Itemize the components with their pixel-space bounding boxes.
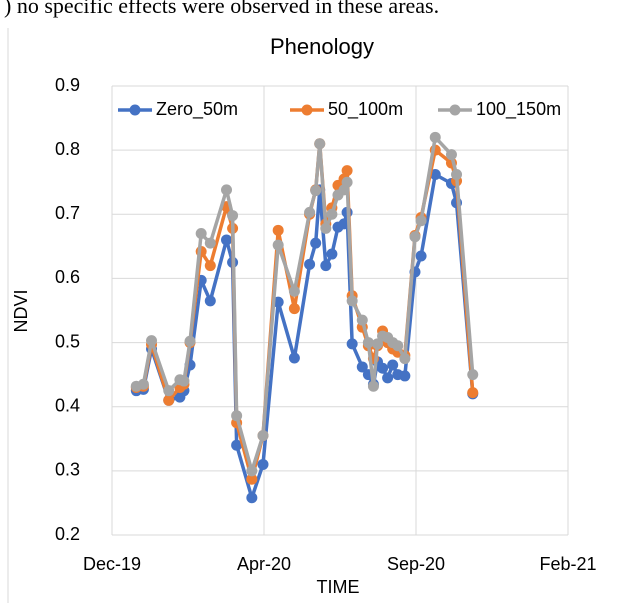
point — [204, 237, 216, 249]
point — [341, 176, 353, 188]
x-axis-label: TIME — [317, 577, 360, 597]
point — [467, 387, 479, 399]
point — [399, 370, 411, 382]
point — [221, 184, 233, 196]
point — [257, 430, 269, 442]
point — [314, 138, 326, 150]
point — [288, 303, 300, 315]
point — [467, 369, 479, 381]
series-line — [135, 135, 475, 473]
point — [326, 248, 338, 260]
y-tick-label: 0.6 — [55, 267, 80, 287]
point — [246, 492, 258, 504]
point — [392, 340, 404, 352]
point — [362, 337, 374, 349]
point — [310, 185, 322, 197]
point — [341, 165, 353, 177]
point — [195, 228, 207, 240]
point — [356, 314, 368, 326]
legend-marker — [301, 104, 313, 116]
point — [429, 131, 441, 143]
point — [146, 335, 158, 347]
point — [320, 222, 332, 234]
point — [399, 353, 411, 365]
point — [221, 234, 233, 246]
point — [338, 218, 350, 230]
point — [382, 372, 394, 384]
point — [356, 361, 368, 373]
page-text: ) no specific effects were observed in t… — [4, 0, 439, 18]
x-tick-label: Feb-21 — [539, 554, 596, 574]
point — [204, 260, 216, 272]
y-tick-label: 0.7 — [55, 203, 80, 223]
point — [272, 224, 284, 236]
point — [257, 458, 269, 470]
point — [346, 338, 358, 350]
point — [304, 258, 316, 270]
y-axis-label: NDVI — [11, 289, 31, 332]
x-tick-label: Sep-20 — [387, 554, 445, 574]
point — [304, 206, 316, 218]
series-line — [136, 141, 475, 481]
point — [184, 335, 196, 347]
point — [415, 215, 427, 227]
point — [445, 149, 457, 161]
point — [326, 208, 338, 220]
point — [367, 380, 379, 392]
point — [310, 237, 322, 249]
point — [409, 231, 421, 243]
point — [272, 239, 284, 251]
point — [377, 362, 389, 374]
y-tick-label: 0.4 — [55, 395, 80, 415]
y-tick-label: 0.9 — [55, 75, 80, 95]
point — [346, 295, 358, 307]
point — [137, 378, 149, 390]
point — [387, 359, 399, 371]
y-tick-label: 0.2 — [55, 524, 80, 544]
point — [204, 295, 216, 307]
y-tick-label: 0.3 — [55, 460, 80, 480]
point — [178, 375, 190, 387]
point — [231, 439, 243, 451]
point — [246, 473, 258, 485]
point — [451, 169, 463, 181]
legend-label: 100_150m — [476, 99, 561, 120]
point — [227, 210, 239, 222]
point — [288, 352, 300, 364]
legend-marker — [449, 104, 461, 116]
legend-marker — [129, 104, 141, 116]
point — [288, 285, 300, 297]
legend-label: 50_100m — [328, 99, 403, 120]
point — [415, 250, 427, 262]
y-tick-label: 0.5 — [55, 331, 80, 351]
point — [163, 385, 175, 397]
point — [231, 410, 243, 422]
point — [320, 260, 332, 272]
x-tick-label: Dec-19 — [83, 554, 141, 574]
chart-title: Phenology — [270, 34, 374, 59]
y-tick-label: 0.8 — [55, 139, 80, 159]
point — [163, 394, 175, 406]
x-tick-label: Apr-20 — [237, 554, 291, 574]
point — [246, 465, 258, 477]
point — [429, 169, 441, 181]
legend-label: Zero_50m — [156, 99, 238, 120]
